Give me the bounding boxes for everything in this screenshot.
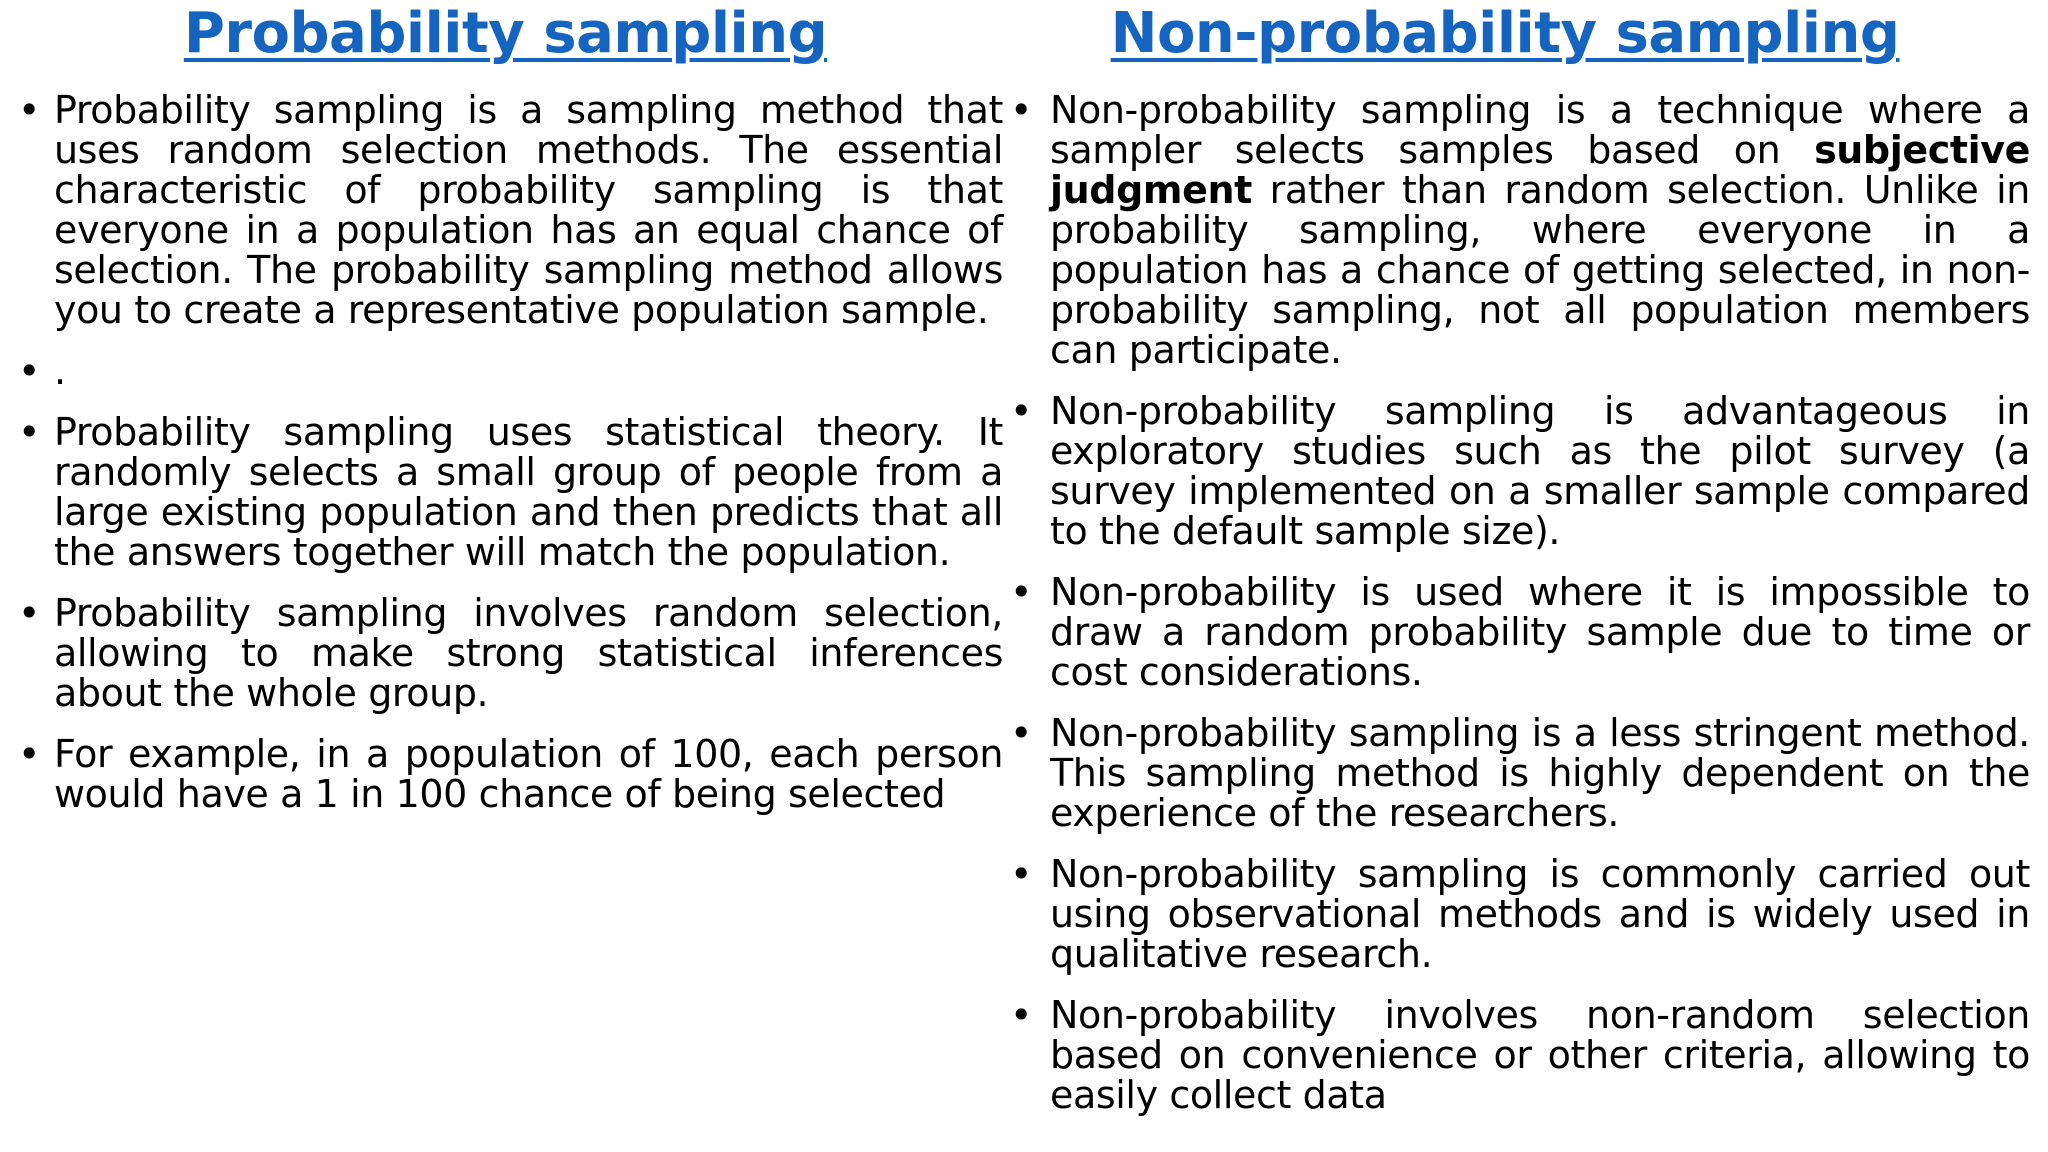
probability-title: Probability sampling xyxy=(183,1,828,66)
probability-column: Probability sampling Probability samplin… xyxy=(18,0,1003,835)
bullet-1-text-after: rather than random selection. Unlike in … xyxy=(1050,168,2030,372)
non-probability-bullet-3: Non-probability is used where it is impo… xyxy=(1010,572,2030,692)
probability-bullet-3: Probability sampling uses statistical th… xyxy=(18,412,1003,572)
non-probability-bullet-6: Non-probability involves non-random sele… xyxy=(1010,995,2030,1115)
non-probability-column: Non-probability sampling Non-probability… xyxy=(1010,0,2030,1136)
non-probability-bullet-2: Non-probability sampling is advantageous… xyxy=(1010,391,2030,551)
probability-bullet-4: Probability sampling involves random sel… xyxy=(18,593,1003,713)
probability-bullet-5: For example, in a population of 100, eac… xyxy=(18,734,1003,814)
probability-bullet-list: Probability sampling is a sampling metho… xyxy=(18,90,1003,814)
non-probability-bullet-1: Non-probability sampling is a technique … xyxy=(1010,90,2030,370)
non-probability-bullet-4: Non-probability sampling is a less strin… xyxy=(1010,713,2030,833)
non-probability-bullet-list: Non-probability sampling is a technique … xyxy=(1010,90,2030,1115)
non-probability-title: Non-probability sampling xyxy=(1110,1,1900,66)
probability-bullet-1: Probability sampling is a sampling metho… xyxy=(18,90,1003,330)
bullet-1-text-before: Non-probability sampling is a technique … xyxy=(1050,88,2030,172)
bullet-1-bold-text: subjective judgment xyxy=(1050,128,2030,212)
non-probability-bullet-5: Non-probability sampling is commonly car… xyxy=(1010,854,2030,974)
probability-bullet-2: . xyxy=(18,351,1003,391)
